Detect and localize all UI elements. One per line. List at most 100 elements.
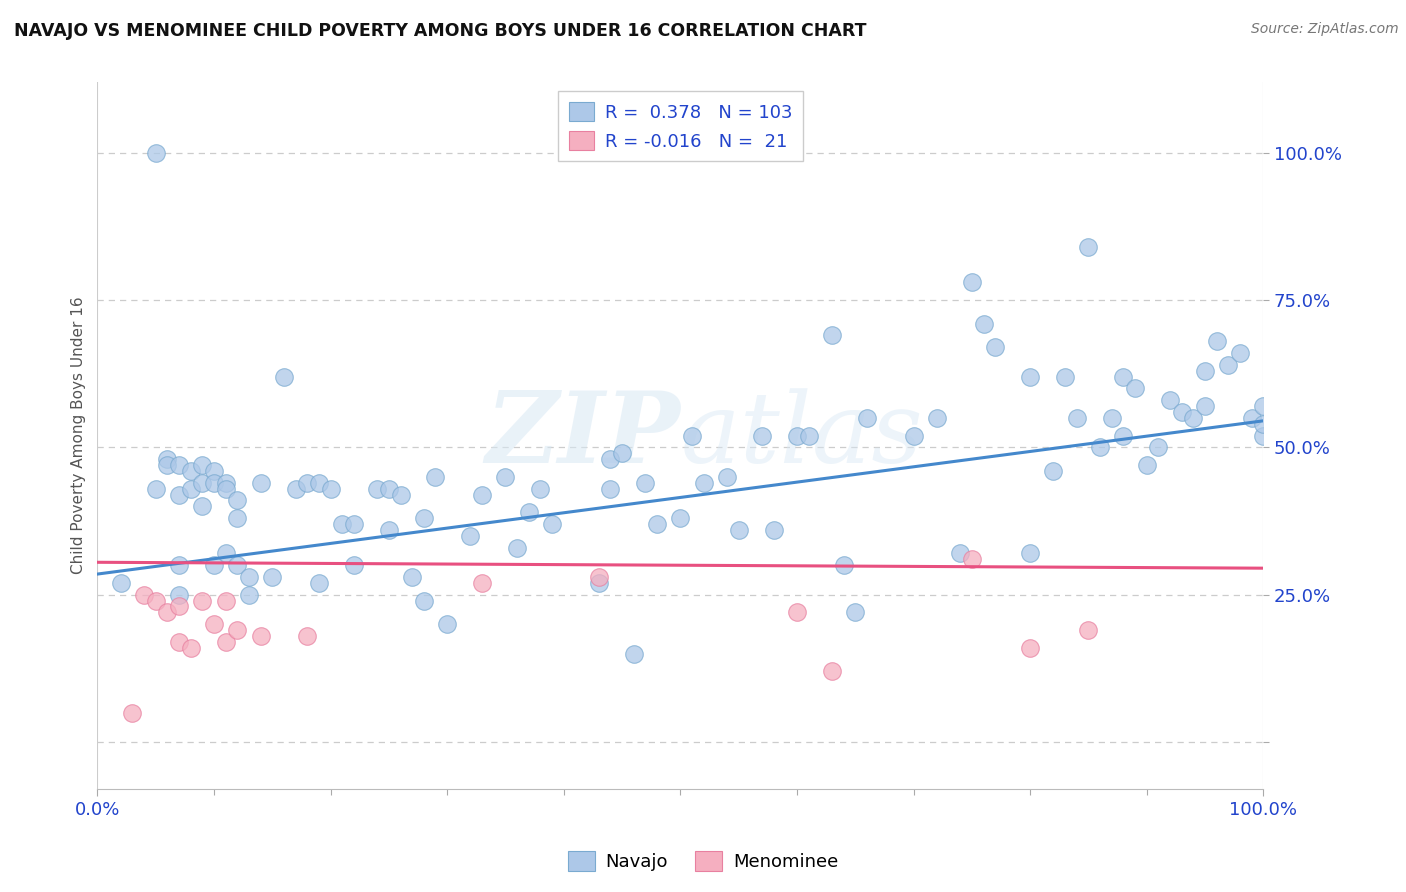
Point [167,588,190,602]
Point [471,487,494,501]
Point [202,475,225,490]
Point [156,458,179,472]
Point [1112,428,1135,442]
Y-axis label: Child Poverty Among Boys Under 16: Child Poverty Among Boys Under 16 [72,297,86,574]
Point [1042,464,1064,478]
Point [284,482,307,496]
Point [1077,623,1099,637]
Point [167,558,190,573]
Point [460,529,482,543]
Point [145,482,167,496]
Point [226,493,249,508]
Point [1147,441,1170,455]
Point [786,606,808,620]
Point [1253,399,1275,413]
Point [1253,428,1275,442]
Point [110,575,132,590]
Point [121,706,143,720]
Point [249,475,271,490]
Legend: Navajo, Menominee: Navajo, Menominee [561,844,845,879]
Point [436,617,458,632]
Point [297,475,319,490]
Point [844,606,866,620]
Point [425,470,447,484]
Point [226,623,249,637]
Point [669,511,692,525]
Point [214,546,236,560]
Point [727,523,749,537]
Point [1205,334,1227,349]
Point [1194,364,1216,378]
Point [1194,399,1216,413]
Point [1019,546,1042,560]
Point [960,275,983,289]
Point [856,410,879,425]
Point [716,470,738,484]
Point [191,458,214,472]
Point [832,558,855,573]
Point [1123,381,1146,395]
Point [273,369,295,384]
Point [1182,410,1205,425]
Point [1240,410,1263,425]
Point [517,505,540,519]
Point [610,446,633,460]
Point [1159,393,1181,408]
Point [156,606,179,620]
Point [308,475,330,490]
Point [1019,369,1042,384]
Point [623,647,645,661]
Point [1066,410,1088,425]
Point [167,599,190,614]
Point [238,588,260,602]
Point [1218,358,1240,372]
Point [1101,410,1123,425]
Text: NAVAJO VS MENOMINEE CHILD POVERTY AMONG BOYS UNDER 16 CORRELATION CHART: NAVAJO VS MENOMINEE CHILD POVERTY AMONG … [14,22,866,40]
Point [541,516,564,531]
Point [167,635,190,649]
Point [495,470,517,484]
Point [330,516,353,531]
Point [214,593,236,607]
Point [1088,441,1111,455]
Point [167,458,190,472]
Point [238,570,260,584]
Point [412,511,434,525]
Point [180,464,202,478]
Point [308,575,330,590]
Point [1077,240,1099,254]
Point [319,482,342,496]
Point [1136,458,1159,472]
Point [529,482,551,496]
Point [692,475,714,490]
Point [903,428,925,442]
Point [167,487,190,501]
Legend: R =  0.378   N = 103, R = -0.016   N =  21: R = 0.378 N = 103, R = -0.016 N = 21 [558,91,803,161]
Point [588,570,610,584]
Point [984,340,1007,354]
Point [1253,417,1275,431]
Text: atlas: atlas [681,388,924,483]
Point [973,317,995,331]
Point [191,475,214,490]
Point [343,558,366,573]
Point [145,145,167,160]
Point [214,482,236,496]
Point [378,482,401,496]
Point [145,593,167,607]
Point [1171,405,1194,419]
Text: ZIP: ZIP [485,387,681,483]
Point [681,428,703,442]
Point [249,629,271,643]
Point [202,558,225,573]
Point [949,546,972,560]
Point [378,523,401,537]
Point [599,452,621,467]
Text: Source: ZipAtlas.com: Source: ZipAtlas.com [1251,22,1399,37]
Point [132,588,155,602]
Point [821,328,844,343]
Point [634,475,657,490]
Point [821,665,844,679]
Point [588,575,610,590]
Point [1019,640,1042,655]
